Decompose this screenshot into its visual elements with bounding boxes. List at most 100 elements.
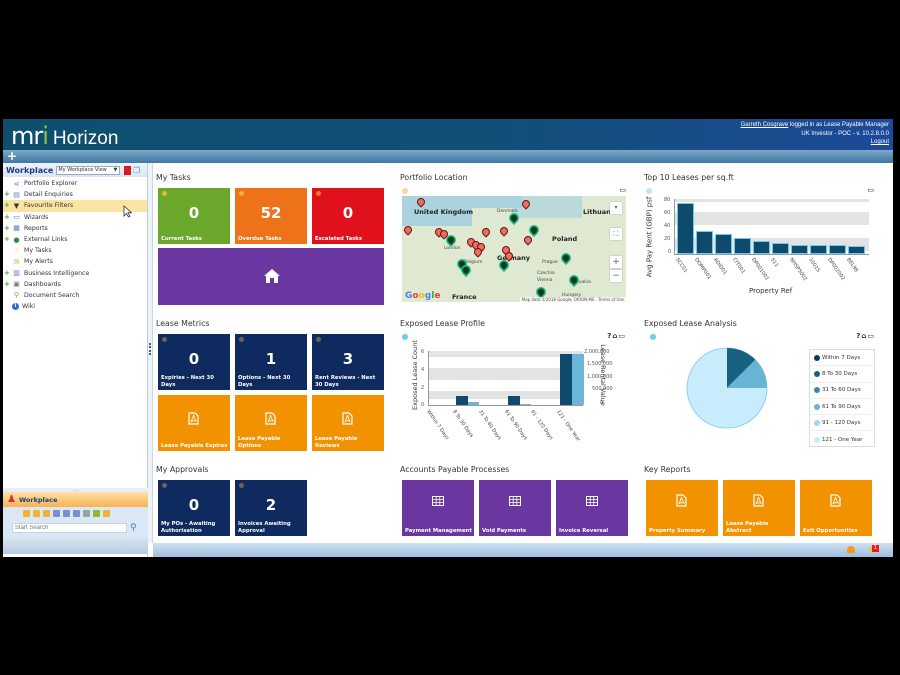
fullscreen-icon[interactable]: ⛶	[610, 228, 622, 240]
bar-scc01[interactable]	[677, 203, 694, 254]
legend-item[interactable]: 31 To 60 Days	[810, 383, 874, 399]
zoom-in-button[interactable]: +	[610, 256, 622, 268]
sidebar-item-favourite-filters[interactable]: + ▼ Favourite Filters	[3, 200, 147, 212]
quick-launch-icon[interactable]	[53, 510, 60, 517]
help-icon[interactable]: ?	[607, 332, 613, 340]
sidebar-item-wiki[interactable]: i Wiki	[3, 301, 147, 312]
alert-count-badge[interactable]: 1	[872, 545, 879, 552]
map-type-dropdown[interactable]: ▾	[610, 202, 622, 214]
quick-launch-icon[interactable]	[73, 510, 80, 517]
sidebar-item-reports[interactable]: + ▦ Reports	[3, 223, 147, 234]
refresh-icon[interactable]: ↻	[124, 165, 132, 175]
zoom-out-button[interactable]: −	[610, 270, 622, 282]
tile-expiries[interactable]: 0 Expiries - Next 30 Days	[158, 334, 230, 390]
tile-lease-payable-options[interactable]: Lease Payable Options	[235, 395, 307, 451]
binoculars-icon[interactable]: ⌂	[861, 332, 868, 340]
bar-dp002002[interactable]	[829, 245, 846, 254]
bar-bel98[interactable]	[848, 246, 865, 254]
expand-icon[interactable]: +	[4, 223, 10, 232]
maximize-icon[interactable]: ▭	[618, 332, 626, 340]
bar-adid01[interactable]	[715, 234, 732, 254]
expand-icon[interactable]: +	[4, 234, 10, 243]
sidebar-item-document-search[interactable]: ⚲ Document Search	[3, 290, 147, 301]
quick-launch-icon[interactable]	[93, 510, 100, 517]
sidebar-item-my-tasks[interactable]: ⁘ My Tasks	[3, 245, 147, 256]
maximize-icon[interactable]: ▭	[619, 186, 627, 194]
map-marker[interactable]	[498, 225, 510, 237]
bar-10015[interactable]	[810, 245, 827, 254]
bar-count-121-one-year[interactable]	[560, 354, 572, 405]
binoculars-icon[interactable]: ⌂	[612, 332, 619, 340]
pie-slice-8-30[interactable]	[727, 348, 756, 388]
help-icon[interactable]: ?	[856, 332, 862, 340]
expand-icon[interactable]: +	[4, 201, 10, 210]
tile-invoices-awaiting[interactable]: 2 Invoices Awaiting Approval	[235, 480, 307, 536]
legend-item[interactable]: 91 - 120 Days	[810, 415, 874, 432]
sidebar-item-external-links[interactable]: + ● External Links	[3, 234, 147, 245]
search-icon[interactable]: ⚲	[130, 523, 137, 533]
tile-exit-opportunities[interactable]: Exit Opportunities	[800, 480, 872, 536]
legend-item[interactable]: 8 To 30 Days	[810, 366, 874, 383]
tile-home[interactable]	[158, 248, 384, 305]
bar-value-61-90[interactable]	[520, 404, 531, 405]
quick-launch-icon[interactable]	[23, 510, 30, 517]
tile-overdue-tasks[interactable]: 52 Overdue Tasks	[235, 188, 307, 244]
bar-count-61-90[interactable]	[508, 396, 520, 405]
tile-escalated-tasks[interactable]: 0 Escalated Tasks	[312, 188, 384, 244]
tile-lease-payable-reviews[interactable]: Lease Payable Reviews	[312, 395, 384, 451]
map-marker[interactable]	[480, 226, 492, 238]
map-marker[interactable]	[522, 234, 534, 246]
exposed-lease-pie-chart[interactable]	[686, 347, 768, 429]
tile-options[interactable]: 1 Options - Next 30 Days	[235, 334, 307, 390]
tile-current-tasks[interactable]: 0 Current Tasks	[158, 188, 230, 244]
expand-icon[interactable]: +	[4, 190, 10, 199]
start-search-input[interactable]	[12, 523, 127, 533]
expand-icon[interactable]: +	[4, 268, 10, 277]
tile-lease-payable-expires[interactable]: Lease Payable Expires	[158, 395, 230, 451]
add-icon[interactable]: +	[7, 149, 18, 163]
sidebar-item-detail-enquiries[interactable]: + ▤ Detail Enquiries	[3, 189, 147, 200]
quick-launch-icon[interactable]	[33, 510, 40, 517]
terms-link[interactable]: Terms of Use	[598, 297, 624, 302]
quick-launch-icon[interactable]	[63, 510, 70, 517]
bar-s11[interactable]	[772, 243, 789, 254]
maximize-icon[interactable]: ▭	[867, 332, 875, 340]
quick-launch-icon[interactable]	[103, 510, 110, 517]
portfolio-map[interactable]: United Kingdom Denmark Lithuan Poland Ge…	[402, 196, 626, 302]
sidebar-item-dashboards[interactable]: + ▣ Dashboards	[3, 279, 147, 290]
map-marker[interactable]	[528, 224, 540, 236]
pie-slice-61-90[interactable]	[727, 359, 767, 388]
map-marker[interactable]	[402, 224, 414, 236]
bar-value-121-one-year[interactable]	[572, 354, 584, 405]
tile-rent-reviews[interactable]: 3 Rent Reviews - Next 30 Days	[312, 334, 384, 390]
tile-void-payments[interactable]: Void Payments	[479, 480, 551, 536]
map-marker[interactable]	[560, 252, 572, 264]
bar-nhsp5002[interactable]	[791, 245, 808, 254]
legend-item[interactable]: 121 - One Year	[810, 431, 874, 447]
sidebar-item-wizards[interactable]: + ▭ Wizards	[3, 212, 147, 223]
map-marker[interactable]	[535, 286, 547, 298]
copy-icon[interactable]: ❐	[133, 165, 141, 175]
legend-item[interactable]: Within 7 Days	[810, 350, 874, 367]
notification-icon[interactable]	[847, 546, 855, 553]
bar-value-8-30[interactable]	[468, 402, 479, 405]
tile-lease-payable-abstract[interactable]: Lease Payable Abstract	[723, 480, 795, 536]
tile-invoice-reversal[interactable]: Invoice Reversal	[556, 480, 628, 536]
bar-cit001[interactable]	[734, 238, 751, 254]
bar-dp001001[interactable]	[753, 241, 770, 254]
sidebar-item-business-intelligence[interactable]: + ▥ Business Intelligence	[3, 268, 147, 279]
expand-icon[interactable]: +	[4, 279, 10, 288]
bar-count-8-30[interactable]	[456, 396, 468, 405]
user-name-link[interactable]: Garreth Cosgrave	[740, 122, 789, 128]
legend-item[interactable]: 61 To 90 Days	[810, 399, 874, 416]
resize-grip[interactable]: ·····	[3, 488, 148, 493]
quick-launch-icon[interactable]	[43, 510, 50, 517]
bar-domp001[interactable]	[696, 231, 713, 254]
tile-my-pos-awaiting[interactable]: 0 My POs - Awaiting Authorisation	[158, 480, 230, 536]
workplace-view-select[interactable]: My Workplace View ▼	[56, 165, 121, 175]
sidebar-item-my-alerts[interactable]: ✉ My Alerts	[3, 256, 147, 267]
sidebar-splitter[interactable]	[148, 163, 153, 543]
sidebar-item-portfolio-explorer[interactable]: ⋖ Portfolio Explorer	[3, 178, 147, 189]
tile-property-summary[interactable]: Property Summary	[646, 480, 718, 536]
tile-payment-management[interactable]: Payment Management	[402, 480, 474, 536]
